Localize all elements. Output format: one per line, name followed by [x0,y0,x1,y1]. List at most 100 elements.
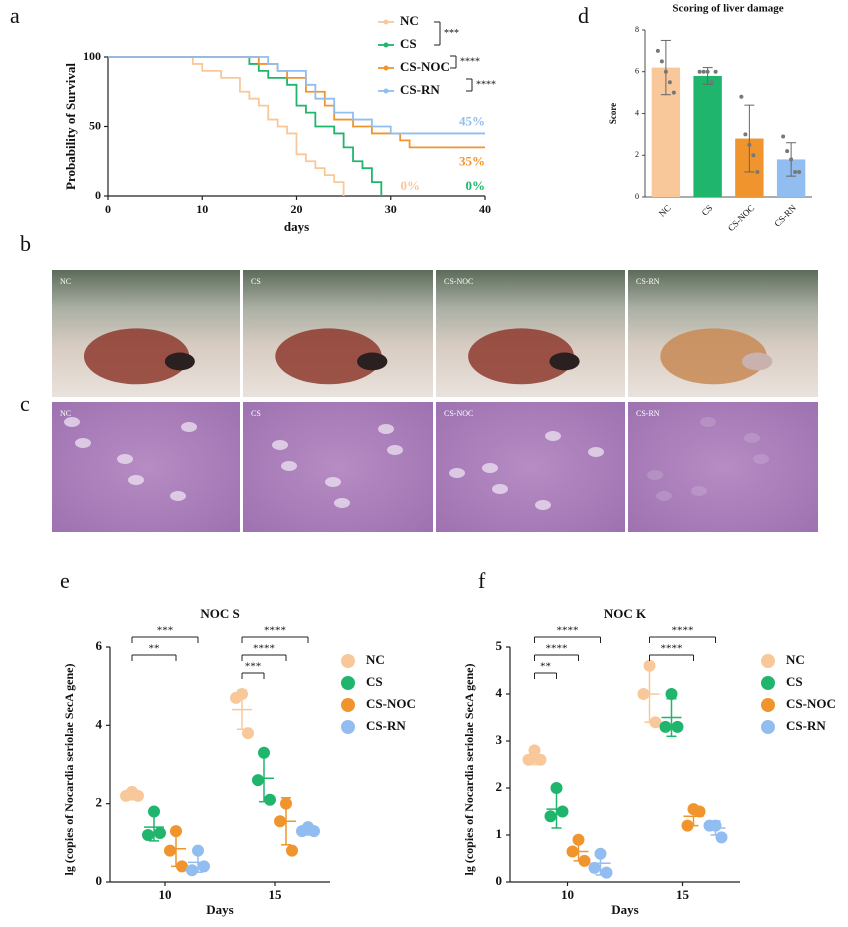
data-point [681,819,694,832]
photo-label: CS-RN [636,277,660,286]
y-tick-label: 4 [96,716,103,731]
end-label: 0% [401,178,421,193]
liver [275,328,382,385]
x-tick-label: 10 [159,887,172,902]
significance: *** [245,661,262,673]
x-tick-label: NC [657,203,673,219]
legend-label: CS [366,674,383,689]
organ [742,352,773,371]
histology-photo [628,402,818,532]
tissue-space [492,484,508,494]
data-point [697,69,702,74]
panel-label: f [478,568,486,593]
tissue-space [128,475,144,485]
data-point [715,831,728,844]
organ [357,352,388,371]
tissue-space [181,422,197,432]
x-axis-label: days [284,219,309,234]
legend-marker [383,65,389,71]
data-point [655,48,660,53]
significance: **** [661,643,683,655]
data-point [286,844,298,857]
legend-label: NC [366,652,385,667]
tissue-space [449,468,465,478]
legend-label: CS-NOC [400,59,450,74]
tissue-space [744,433,760,443]
data-point [755,169,760,174]
data-point [671,720,684,733]
data-point [176,860,188,873]
data-point [793,169,798,174]
data-point [242,727,254,740]
data-point [198,860,210,873]
x-tick-label: 20 [291,202,303,216]
y-tick-label: 2 [96,795,103,810]
histology-photo [243,402,433,532]
x-axis-label: Days [206,902,233,917]
data-point [747,142,752,147]
tissue-space [170,491,186,501]
data-point [789,157,794,162]
data-point [252,774,264,787]
data-point [556,805,569,818]
data-point [148,805,160,818]
significance: **** [264,625,286,637]
legend-marker [761,654,775,668]
organ [549,352,580,371]
y-tick-label: 3 [496,732,503,747]
tissue-space [281,461,297,471]
survival-curve [108,56,485,135]
legend-marker [761,698,775,712]
y-tick-label: 1 [496,826,503,841]
data-point [785,149,790,154]
legend-label: CS [786,674,803,689]
y-tick-label: 4 [635,108,639,117]
end-label: 45% [459,113,485,128]
histology-photo [52,402,240,532]
significance: **** [253,643,275,655]
tissue-space [588,447,604,457]
significance: *** [444,28,459,39]
legend-marker [383,19,389,25]
bar [693,75,722,197]
tissue-space [387,445,403,455]
y-tick-label: 2 [496,779,503,794]
data-point [154,827,166,840]
data-point [663,69,668,74]
y-axis-label: Probability of Survival [63,63,78,190]
x-tick-label: 10 [561,887,574,902]
significance: **** [476,79,496,90]
legend-label: NC [400,13,419,28]
data-point [659,720,672,733]
y-tick-label: 50 [89,118,101,132]
panel-label: a [10,3,20,28]
legend-label: CS [400,36,417,51]
data-point [781,134,786,139]
legend-label: CS-RN [786,718,826,733]
legend-label: NC [786,652,805,667]
legend-marker [761,676,775,690]
tissue-space [700,417,716,427]
significance: **** [460,56,480,67]
photo-label: CS-NOC [444,277,473,286]
legend-label: CS-RN [366,718,406,733]
y-tick-label: 6 [96,638,103,653]
legend-marker [383,42,389,48]
liver [660,328,767,385]
data-point [186,864,198,877]
y-axis-label: lg (copies of Nocardia seriolae SecA gen… [462,664,476,876]
data-point [192,844,204,857]
significance: *** [157,625,174,637]
tissue-space [753,454,769,464]
chart-title: Scoring of liver damage [672,3,783,15]
photo-label: CS [251,409,261,418]
y-tick-label: 0 [635,192,639,201]
significance: ** [149,643,160,655]
tissue-space [656,491,672,501]
data-point [578,854,591,867]
tissue-space [647,470,663,480]
data-point [649,716,662,729]
legend-marker [341,720,355,734]
